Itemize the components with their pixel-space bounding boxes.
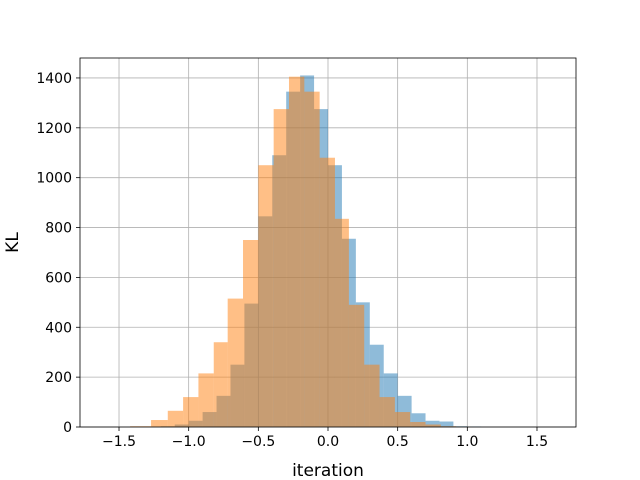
histogram-bar-series-2	[243, 240, 259, 427]
histogram-bar-series-1	[425, 420, 440, 427]
x-tick-label: 1.5	[526, 434, 548, 450]
y-tick-label: 1000	[36, 171, 72, 187]
histogram-bar-series-2	[151, 420, 168, 427]
histogram-bar-series-2	[227, 298, 244, 427]
x-tick-label: 1.0	[456, 434, 478, 450]
y-tick-label: 600	[45, 270, 72, 286]
histogram-bar-series-1	[439, 421, 454, 427]
axis-ticks: −1.5 −1.0 −0.5 0.0 0.5 1.0 1.5 0 200 400 600 800 100…	[36, 71, 548, 450]
x-tick-label: 0.5	[387, 434, 409, 450]
x-tick-label: −0.5	[241, 434, 275, 450]
y-tick-label: 800	[45, 221, 72, 237]
histogram-bar-series-2	[167, 410, 184, 427]
histogram-bar-series-2	[410, 422, 426, 427]
x-axis-label: iteration	[292, 461, 364, 480]
x-tick-label: 0.0	[317, 434, 339, 450]
histogram-bar-series-2	[304, 91, 320, 427]
histogram-bar-series-2	[273, 109, 289, 428]
histogram-bar-series-2	[198, 373, 214, 427]
histogram-bar-series-2	[288, 76, 305, 427]
x-tick-label: −1.5	[102, 434, 136, 450]
y-tick-label: 0	[63, 420, 72, 436]
x-tick-label: −1.0	[172, 434, 206, 450]
histogram-bar-series-2	[425, 424, 441, 427]
histogram-bar-series-2	[334, 218, 349, 427]
histogram-bars	[130, 75, 482, 428]
histogram-bar-series-2	[183, 397, 199, 427]
histogram-bar-series-2	[364, 364, 380, 427]
y-tick-label: 1400	[36, 71, 72, 87]
y-axis-label: KL	[3, 232, 23, 253]
histogram-bar-series-2	[258, 165, 274, 427]
histogram-bar-series-2	[319, 157, 335, 427]
histogram-bar-series-2	[379, 397, 395, 427]
histogram-bar-series-2	[394, 412, 411, 427]
histogram-bar-series-2	[348, 304, 365, 427]
histogram-bar-series-2	[213, 342, 228, 427]
y-tick-label: 200	[45, 370, 72, 386]
y-tick-label: 1200	[36, 121, 72, 137]
y-tick-label: 400	[45, 320, 72, 336]
